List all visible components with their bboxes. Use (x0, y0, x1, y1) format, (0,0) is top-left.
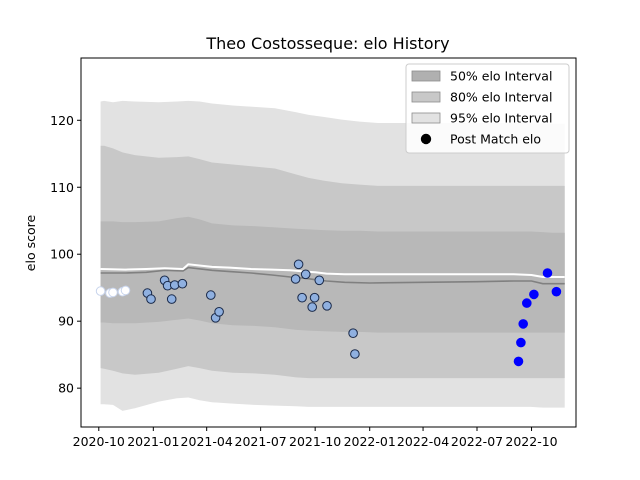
x-tick-label: 2022-04 (397, 434, 449, 449)
legend-marker (420, 133, 432, 145)
post-match-elo-point (516, 337, 526, 348)
legend-swatch (411, 70, 441, 82)
x-tick-label: 2021-01 (127, 434, 179, 449)
x-tick-label: 2021-04 (181, 434, 233, 449)
post-match-elo-point (542, 268, 553, 278)
x-tick-label: 2021-10 (289, 434, 341, 449)
post-match-elo-point (322, 301, 332, 311)
post-match-elo-point (350, 349, 360, 359)
median-elo-line (100, 263, 565, 278)
y-tick-label: 90 (58, 314, 74, 329)
axes-frame (80, 57, 577, 428)
post-match-elo-point (166, 294, 177, 304)
legend-swatch (411, 91, 441, 103)
post-match-elo-point (551, 286, 562, 297)
post-match-elo-point (169, 280, 180, 290)
x-tick-label: 2020-10 (73, 434, 125, 449)
post-match-elo-point (300, 269, 311, 280)
post-match-elo-point (309, 292, 320, 303)
post-match-elo-point (518, 319, 529, 329)
y-axis-label: elo score (23, 215, 38, 272)
y-tick-label: 80 (58, 381, 74, 396)
post-match-elo-point (348, 328, 358, 339)
post-match-elo-point (290, 274, 301, 284)
x-tick-label: 2021-07 (235, 434, 287, 449)
post-match-elo-point (120, 285, 131, 296)
post-match-elo-point (307, 302, 318, 312)
post-match-elo-point (177, 278, 188, 289)
post-match-elo-point (293, 259, 304, 270)
legend-label: 80% elo Interval (450, 90, 552, 105)
chart-title: Theo Costosseque: elo History (205, 34, 449, 53)
legend: 50% elo Interval 80% elo Interval 95% elo … (405, 63, 570, 154)
x-tick-label: 2022-01 (344, 434, 396, 449)
x-tick-label: 2022-10 (505, 434, 557, 449)
post-match-elo-point (513, 356, 524, 367)
post-match-elo-point (297, 292, 307, 303)
legend-label: 95% elo Interval (450, 111, 552, 126)
axes: 80 90 100 110 120 2020-10 2021-01 2021-04 2021-0… (50, 57, 577, 449)
post-match-elo-point (214, 307, 224, 317)
post-match-elo-point (146, 294, 156, 304)
post-match-elo-point (522, 298, 532, 308)
plot-area (95, 100, 565, 411)
post-match-elo-point (314, 275, 325, 286)
legend-box (405, 63, 570, 154)
legend-label: 50% elo Interval (450, 69, 552, 84)
legend-swatch (411, 112, 441, 124)
post-match-elo-point (108, 287, 118, 298)
post-match-elo-point (95, 286, 106, 296)
y-tick-label: 120 (50, 113, 74, 128)
post-match-elo-point (529, 289, 539, 300)
post-match-elo-point (206, 290, 216, 300)
y-tick-label: 110 (50, 180, 74, 195)
legend-label: Post Match elo (450, 132, 541, 147)
y-tick-label: 100 (50, 247, 74, 262)
x-tick-label: 2022-07 (451, 434, 503, 449)
